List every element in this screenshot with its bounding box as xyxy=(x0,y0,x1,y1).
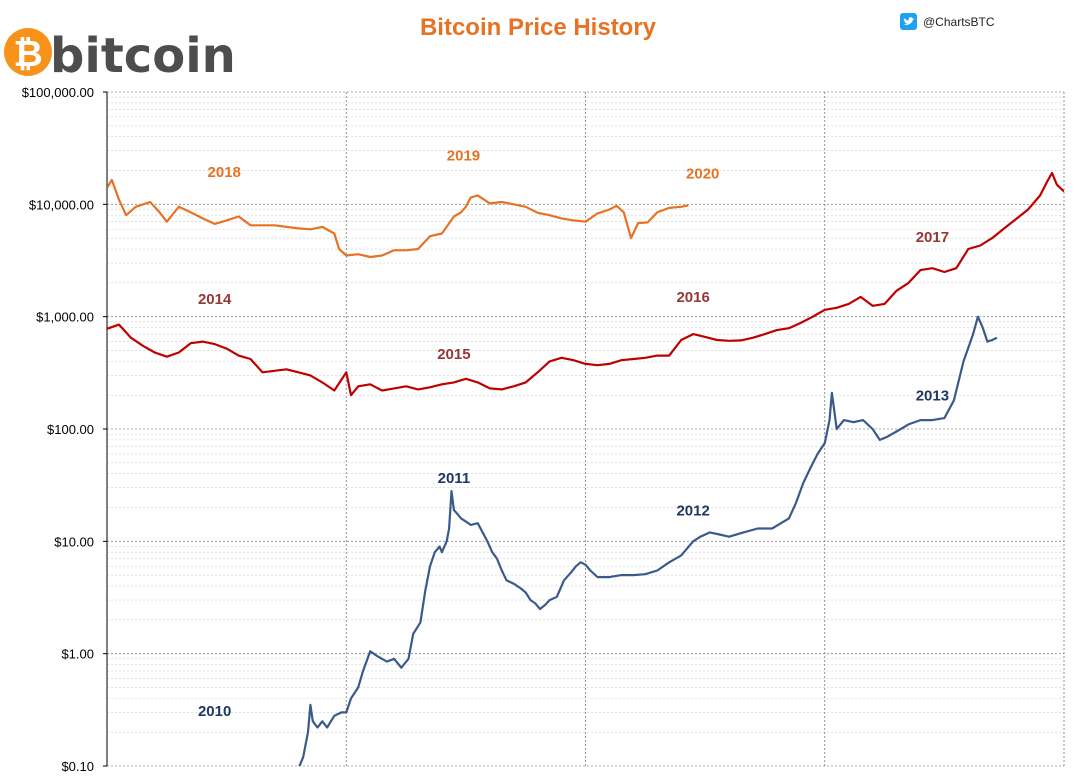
year-label-2013: 2013 xyxy=(916,387,949,404)
year-label-2015: 2015 xyxy=(437,346,470,363)
y-tick-label: $0.10 xyxy=(61,759,94,774)
year-annotations: 2010 2011 2012 2013 2014 2015 2016 2017 2018 2019… xyxy=(198,148,949,720)
year-label-2016: 2016 xyxy=(676,289,709,306)
year-label-2018: 2018 xyxy=(208,164,241,181)
series-line-2010-2013 xyxy=(298,315,998,766)
y-tick-label: $1,000.00 xyxy=(36,310,94,325)
y-tick-label: $10.00 xyxy=(54,534,94,549)
bitcoin-logo: ₿ bitcoin xyxy=(4,28,236,84)
chart-title: Bitcoin Price History xyxy=(420,14,657,41)
plot-area: $0.10 $1.00 $10.00 $100.00 $1,000.00 $10,000.… xyxy=(22,85,1065,774)
gridlines xyxy=(106,91,1065,767)
y-tick-label: $10,000.00 xyxy=(29,197,94,212)
series-line-2014-2017 xyxy=(107,171,1064,397)
series-lines xyxy=(107,171,1064,766)
year-label-2017: 2017 xyxy=(916,229,949,246)
twitter-handle: @ChartsBTC xyxy=(923,15,995,29)
y-axis: $0.10 $1.00 $10.00 $100.00 $1,000.00 $10,000.… xyxy=(22,85,107,774)
y-tick-label: $1.00 xyxy=(61,647,94,662)
year-label-2020: 2020 xyxy=(686,165,719,182)
bitcoin-symbol-glyph: ₿ xyxy=(13,34,42,75)
year-label-2012: 2012 xyxy=(676,502,709,519)
year-label-2010: 2010 xyxy=(198,703,231,720)
series-line-2018-2020 xyxy=(107,178,689,259)
y-tick-label: $100.00 xyxy=(47,422,94,437)
twitter-bird-glyph xyxy=(903,17,914,25)
bitcoin-wordmark: bitcoin xyxy=(50,28,236,84)
bitcoin-coin-icon xyxy=(4,28,52,76)
y-tick-label: $100,000.00 xyxy=(22,85,94,100)
year-label-2019: 2019 xyxy=(447,148,480,165)
year-label-2014: 2014 xyxy=(198,291,232,308)
twitter-credit: @ChartsBTC xyxy=(900,13,995,30)
year-label-2011: 2011 xyxy=(438,470,471,487)
